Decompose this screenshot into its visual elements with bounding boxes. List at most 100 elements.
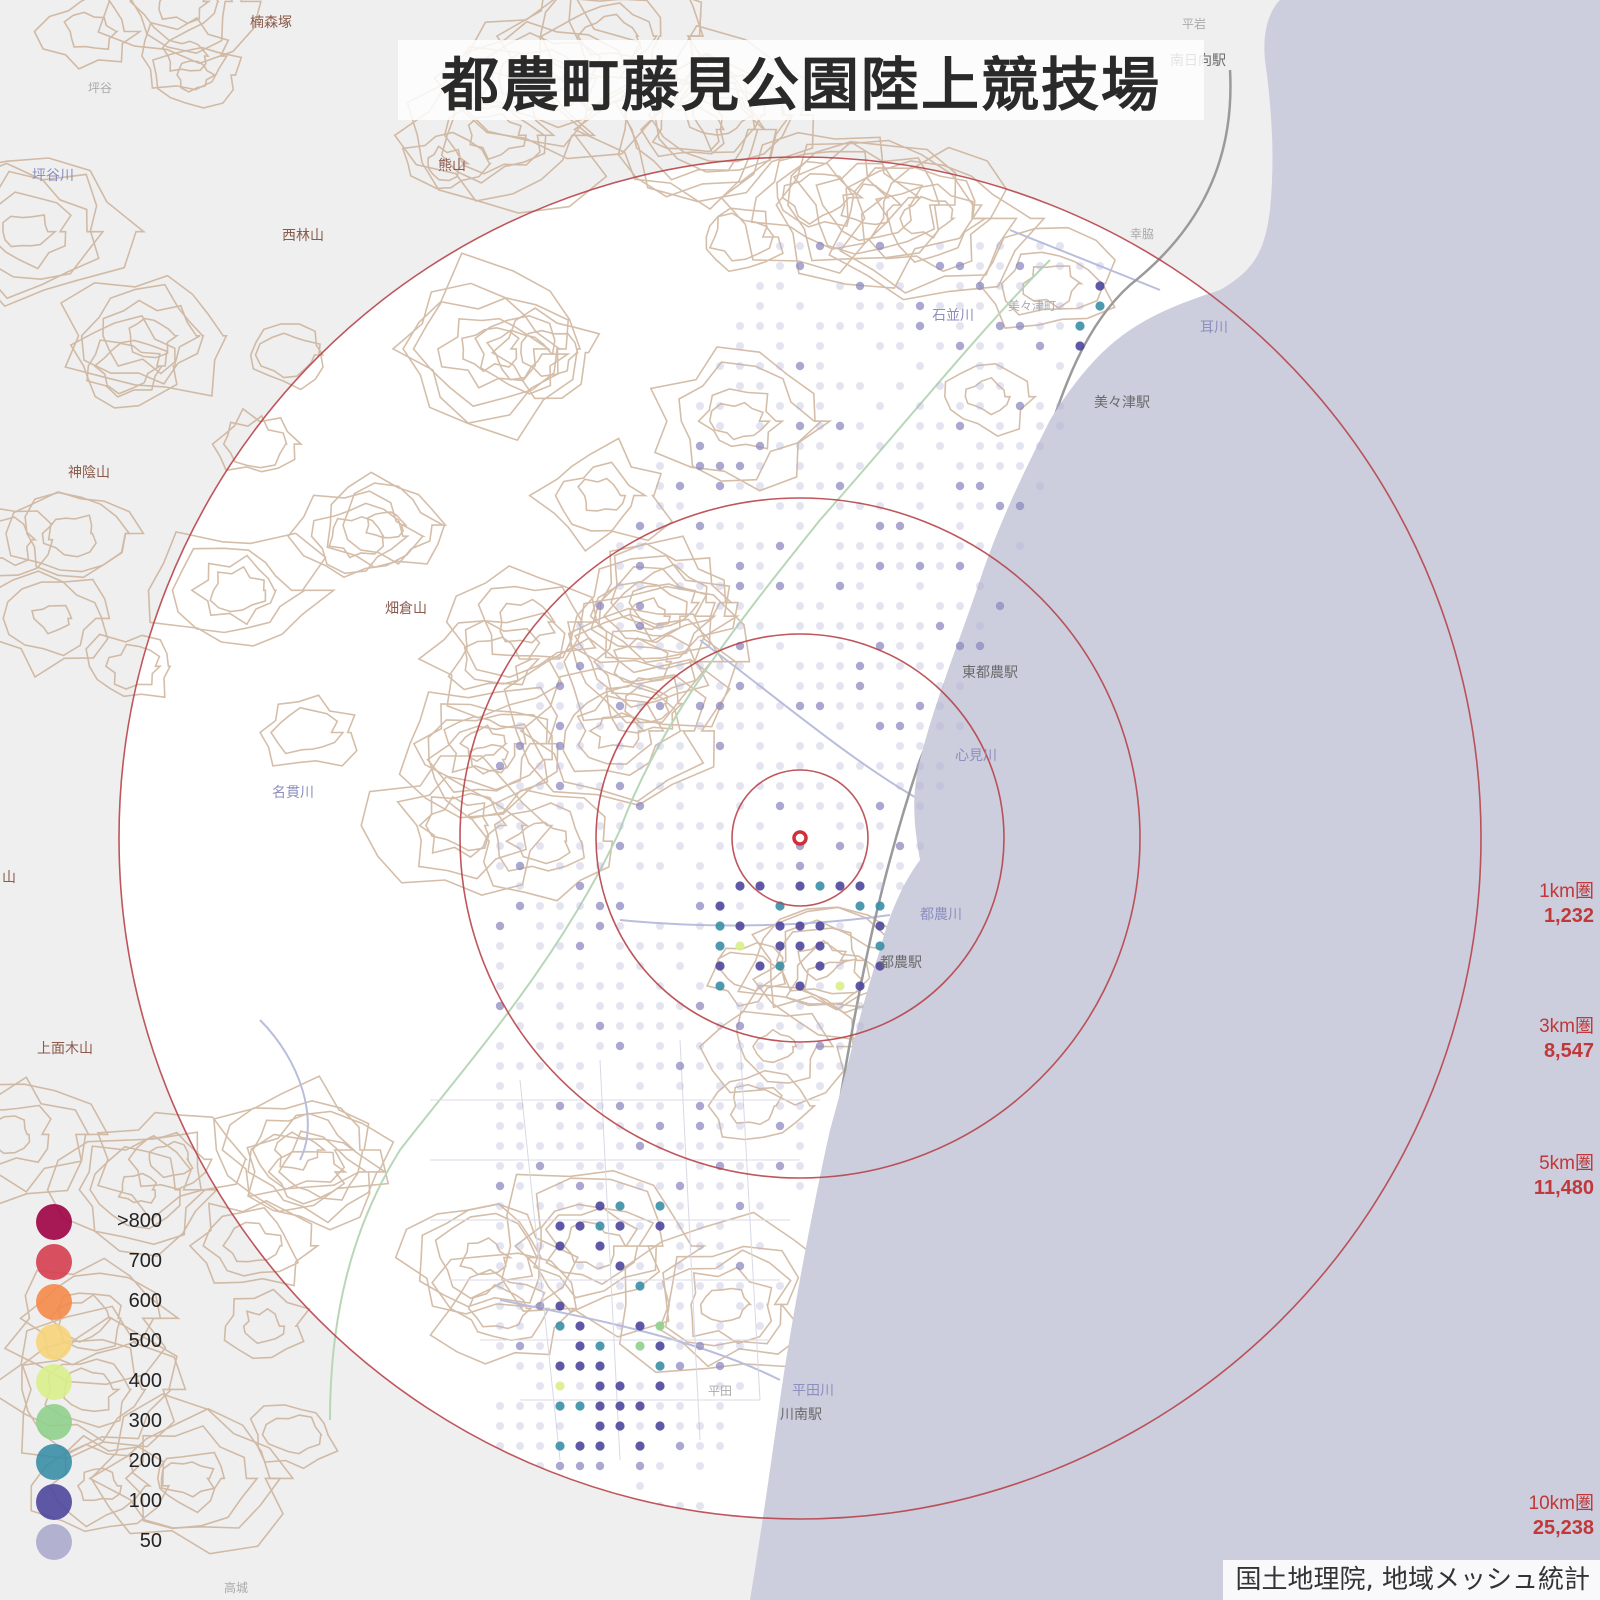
- mesh-cell: [555, 741, 565, 751]
- mesh-cell: [856, 322, 864, 330]
- mesh-cell: [976, 502, 984, 510]
- contour-line: [128, 317, 180, 359]
- contour-line: [563, 1220, 627, 1270]
- mesh-cell: [655, 1361, 665, 1371]
- contour-line: [0, 1115, 31, 1155]
- mesh-cell: [636, 942, 644, 950]
- legend-label: 300: [128, 1410, 162, 1432]
- mesh-cell: [636, 642, 644, 650]
- contour-line: [151, 46, 243, 109]
- mesh-cell: [536, 1382, 544, 1390]
- mesh-cell: [796, 442, 804, 450]
- mesh-cell: [656, 662, 664, 670]
- contour-line: [222, 414, 288, 469]
- legend-label: 400: [128, 1370, 162, 1392]
- mesh-cell: [496, 962, 504, 970]
- contour-line: [80, 283, 205, 385]
- mesh-cell: [536, 902, 544, 910]
- mesh-cell: [796, 522, 804, 530]
- mesh-cell: [736, 722, 744, 730]
- contour-line: [46, 1131, 219, 1258]
- mesh-cell: [716, 1182, 724, 1190]
- mesh-cell: [836, 622, 844, 630]
- mesh-cell: [736, 362, 744, 370]
- mesh-cell: [936, 782, 944, 790]
- contour-line: [90, 1393, 295, 1555]
- mesh-cell: [976, 302, 984, 310]
- mesh-cell: [755, 441, 765, 451]
- mesh-cell: [536, 1202, 544, 1210]
- mesh-cell: [635, 1461, 645, 1471]
- mesh-cell: [595, 921, 605, 931]
- mesh-cell: [1036, 402, 1044, 410]
- mesh-cell: [716, 1342, 724, 1350]
- mesh-cell: [636, 1002, 644, 1010]
- mesh-cell: [676, 1242, 684, 1250]
- mesh-cell: [1095, 281, 1105, 291]
- mesh-cell: [496, 1302, 504, 1310]
- mesh-cell: [576, 802, 584, 810]
- mesh-cell: [536, 1362, 544, 1370]
- contour-line: [30, 1434, 171, 1533]
- mesh-cell: [815, 241, 825, 251]
- mesh-cell: [696, 922, 704, 930]
- contour-line: [424, 795, 490, 852]
- mesh-cell: [515, 741, 525, 751]
- contour-line: [418, 792, 508, 859]
- mesh-cell: [576, 1202, 584, 1210]
- mesh-cell: [516, 842, 524, 850]
- sea-area: [750, 0, 1600, 1600]
- contour-line: [202, 1206, 300, 1277]
- mesh-cell: [955, 481, 965, 491]
- mesh-cell: [536, 1422, 544, 1430]
- mesh-cell: [916, 362, 924, 370]
- mesh-cell: [715, 941, 725, 951]
- mesh-cell: [496, 842, 504, 850]
- contour-line: [467, 112, 527, 161]
- mesh-cell: [776, 842, 784, 850]
- ring-name: 10km圏: [1528, 1493, 1594, 1514]
- contour-line: [41, 514, 97, 558]
- mesh-cell: [775, 541, 785, 551]
- mesh-cell: [496, 1202, 504, 1210]
- mesh-cell: [876, 622, 884, 630]
- mesh-cell: [876, 402, 884, 410]
- legend-label: 600: [128, 1290, 162, 1312]
- mesh-cell: [676, 642, 684, 650]
- mesh-cell: [656, 502, 664, 510]
- mesh-cell: [875, 561, 885, 571]
- mesh-cell: [676, 962, 684, 970]
- contour-line: [141, 16, 230, 91]
- mesh-cell: [836, 682, 844, 690]
- mesh-cell: [616, 1302, 624, 1310]
- mesh-cell: [796, 802, 804, 810]
- mesh-cell: [575, 1221, 585, 1231]
- mesh-cell: [576, 1382, 584, 1390]
- mesh-cell: [615, 1221, 625, 1231]
- mesh-cell: [596, 822, 604, 830]
- mesh-cell: [875, 721, 885, 731]
- contour-line: [0, 1083, 110, 1205]
- mesh-cell: [596, 1122, 604, 1130]
- mesh-cell: [676, 1142, 684, 1150]
- mesh-cell: [595, 1461, 605, 1471]
- mesh-cell: [816, 622, 824, 630]
- mesh-cell: [676, 1222, 684, 1230]
- mesh-cell: [696, 1242, 704, 1250]
- mesh-cell: [955, 641, 965, 651]
- mesh-cell: [736, 1102, 744, 1110]
- contour-line: [254, 332, 321, 379]
- mesh-cell: [516, 1102, 524, 1110]
- contour-line: [221, 1099, 364, 1198]
- stadium-marker[interactable]: [792, 830, 808, 846]
- mesh-cell: [496, 1082, 504, 1090]
- contour-line: [698, 984, 854, 1106]
- mesh-cell: [536, 842, 544, 850]
- mesh-cell: [676, 1022, 684, 1030]
- mesh-cell: [756, 662, 764, 670]
- mesh-cell: [956, 302, 964, 310]
- contour-line: [360, 755, 554, 896]
- mesh-cell: [756, 862, 764, 870]
- mesh-cell: [656, 762, 664, 770]
